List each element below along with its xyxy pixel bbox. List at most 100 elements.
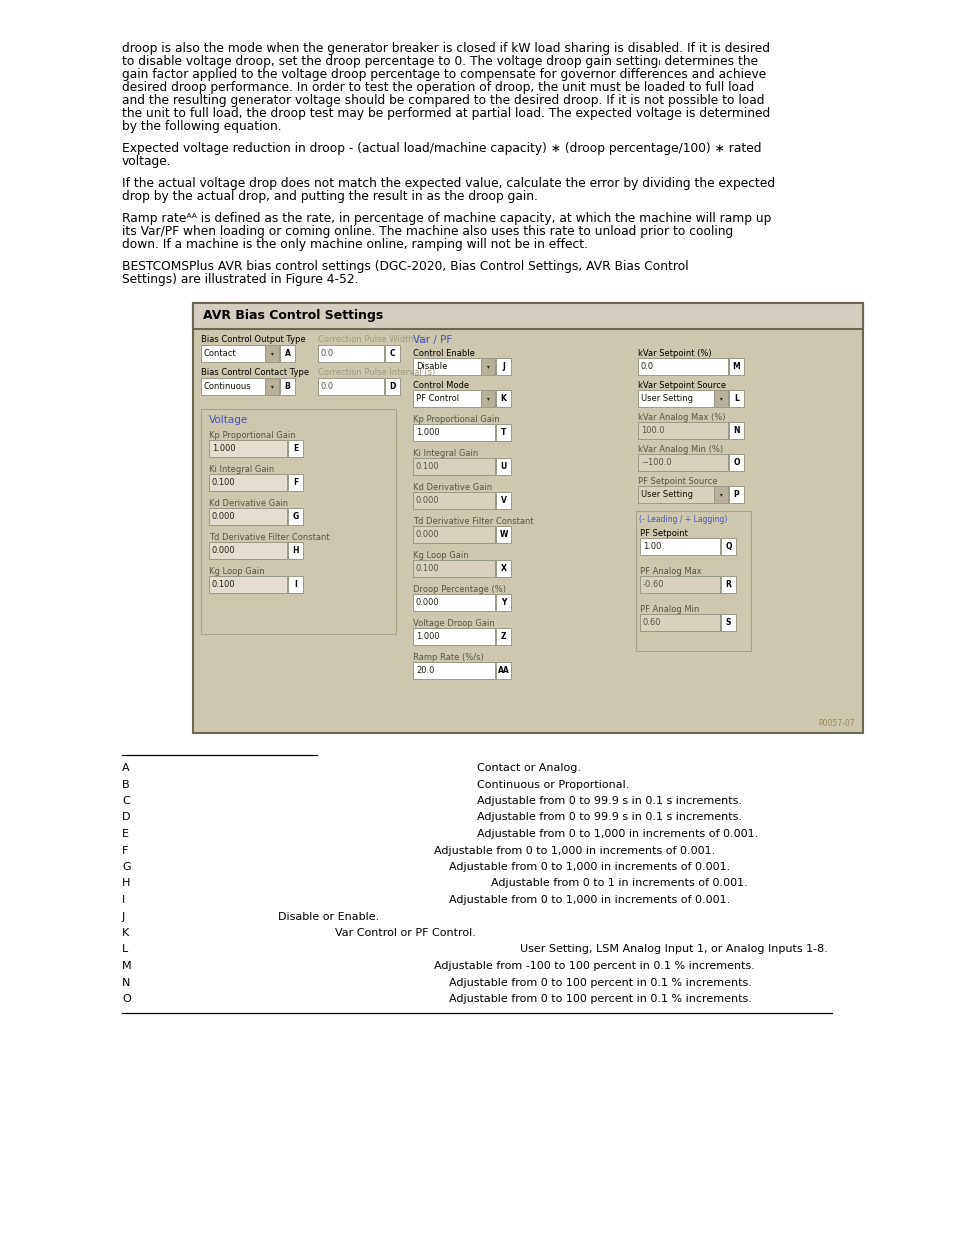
Bar: [639, 538, 720, 555]
Text: its Var/PF when loading or coming online. The machine also uses this rate to unl: its Var/PF when loading or coming online…: [122, 225, 733, 238]
Text: voltage.: voltage.: [122, 156, 172, 168]
Bar: [713, 487, 727, 503]
Text: 1.000: 1.000: [416, 429, 439, 437]
Text: U: U: [500, 462, 506, 471]
Text: L: L: [122, 945, 128, 955]
Text: 0.60: 0.60: [642, 618, 660, 627]
Bar: [385, 345, 399, 362]
Text: L: L: [733, 394, 739, 403]
Bar: [638, 454, 727, 471]
Text: J: J: [122, 911, 125, 921]
Bar: [496, 492, 511, 509]
Text: ▾: ▾: [486, 396, 489, 401]
Text: Ki Integral Gain: Ki Integral Gain: [413, 450, 477, 458]
Text: AVR Bias Control Settings: AVR Bias Control Settings: [203, 310, 383, 322]
Text: M: M: [122, 961, 132, 971]
Text: 0.000: 0.000: [416, 530, 439, 538]
Bar: [728, 390, 743, 408]
Text: Disable: Disable: [416, 362, 447, 370]
Bar: [496, 559, 511, 577]
Text: Correction Pulse Interval (s): Correction Pulse Interval (s): [317, 368, 435, 377]
Bar: [496, 458, 511, 475]
Text: User Setting: User Setting: [640, 490, 692, 499]
Text: ▾: ▾: [719, 492, 721, 496]
Text: Control Mode: Control Mode: [413, 382, 469, 390]
Text: Expected voltage reduction in droop - (actual load/machine capacity) ∗ (droop pe: Expected voltage reduction in droop - (a…: [122, 142, 760, 156]
Text: O: O: [122, 994, 131, 1004]
Text: kVar Analog Max (%): kVar Analog Max (%): [638, 412, 724, 422]
Text: 0.000: 0.000: [212, 513, 235, 521]
Bar: [288, 440, 303, 457]
Text: B: B: [284, 382, 290, 391]
Text: kVar Setpoint Source: kVar Setpoint Source: [638, 382, 725, 390]
Bar: [638, 422, 727, 438]
Text: R: R: [725, 580, 731, 589]
Bar: [288, 474, 303, 492]
Text: 0.000: 0.000: [212, 546, 235, 555]
Text: Droop Percentage (%): Droop Percentage (%): [413, 585, 505, 594]
Text: F: F: [122, 846, 129, 856]
Text: Continuous: Continuous: [204, 382, 252, 391]
Text: Td Derivative Filter Constant: Td Derivative Filter Constant: [209, 534, 330, 542]
Bar: [413, 559, 495, 577]
Bar: [480, 390, 495, 408]
Text: C: C: [389, 350, 395, 358]
Text: Kp Proportional Gain: Kp Proportional Gain: [413, 415, 499, 424]
Bar: [209, 542, 287, 559]
Text: 1.000: 1.000: [212, 445, 235, 453]
Bar: [720, 614, 735, 631]
Text: Td Derivative Filter Constant: Td Derivative Filter Constant: [413, 517, 533, 526]
Text: desired droop performance. In order to test the operation of droop, the unit mus: desired droop performance. In order to t…: [122, 82, 754, 94]
Bar: [496, 594, 511, 611]
Text: D: D: [122, 813, 131, 823]
Text: Adjustable from 0 to 1,000 in increments of 0.001.: Adjustable from 0 to 1,000 in increments…: [434, 846, 715, 856]
Text: 0.0: 0.0: [320, 382, 334, 391]
Bar: [496, 424, 511, 441]
Text: down. If a machine is the only machine online, ramping will not be in effect.: down. If a machine is the only machine o…: [122, 238, 587, 251]
Bar: [288, 542, 303, 559]
Bar: [209, 474, 287, 492]
Text: 1.00: 1.00: [642, 542, 660, 551]
Bar: [496, 662, 511, 679]
Text: X: X: [500, 564, 506, 573]
Text: H: H: [122, 878, 131, 888]
Text: 0.000: 0.000: [416, 496, 439, 505]
Text: PF Analog Min: PF Analog Min: [639, 605, 699, 614]
Bar: [288, 576, 303, 593]
Text: Bias Control Output Type: Bias Control Output Type: [201, 335, 305, 345]
Text: Kg Loop Gain: Kg Loop Gain: [413, 551, 468, 559]
Bar: [413, 424, 495, 441]
Text: Bias Control Contact Type: Bias Control Contact Type: [201, 368, 309, 377]
Text: G: G: [122, 862, 131, 872]
Bar: [193, 303, 862, 734]
Bar: [413, 358, 495, 375]
Text: Contact or Analog.: Contact or Analog.: [476, 763, 580, 773]
Bar: [413, 629, 495, 645]
Bar: [201, 345, 278, 362]
Text: Settings) are illustrated in Figure 4-52.: Settings) are illustrated in Figure 4-52…: [122, 273, 358, 287]
Text: (- Leading / + Lagging): (- Leading / + Lagging): [639, 515, 726, 524]
Text: T: T: [500, 429, 506, 437]
Text: User Setting: User Setting: [640, 394, 692, 403]
Bar: [209, 440, 287, 457]
Bar: [209, 508, 287, 525]
Text: Adjustable from 0 to 100 percent in 0.1 % increments.: Adjustable from 0 to 100 percent in 0.1 …: [448, 977, 751, 988]
Text: Kg Loop Gain: Kg Loop Gain: [209, 567, 264, 576]
Bar: [265, 378, 278, 395]
Text: kVar Analog Min (%): kVar Analog Min (%): [638, 445, 722, 454]
Text: Adjustable from 0 to 100 percent in 0.1 % increments.: Adjustable from 0 to 100 percent in 0.1 …: [448, 994, 751, 1004]
Text: If the actual voltage drop does not match the expected value, calculate the erro: If the actual voltage drop does not matc…: [122, 177, 774, 190]
Text: Correction Pulse Width (s): Correction Pulse Width (s): [317, 335, 427, 345]
Text: to disable voltage droop, set the droop percentage to 0. The voltage droop gain : to disable voltage droop, set the droop …: [122, 56, 758, 68]
Bar: [385, 378, 399, 395]
Text: Adjustable from 0 to 99.9 s in 0.1 s increments.: Adjustable from 0 to 99.9 s in 0.1 s inc…: [476, 813, 741, 823]
Bar: [413, 492, 495, 509]
Text: 0.000: 0.000: [416, 598, 439, 606]
Text: K: K: [122, 927, 129, 939]
Text: A: A: [284, 350, 290, 358]
Text: Ki Integral Gain: Ki Integral Gain: [209, 466, 274, 474]
Text: and the resulting generator voltage should be compared to the desired droop. If : and the resulting generator voltage shou…: [122, 94, 763, 107]
Text: Contact: Contact: [204, 350, 236, 358]
Text: Adjustable from 0 to 1,000 in increments of 0.001.: Adjustable from 0 to 1,000 in increments…: [476, 829, 758, 839]
Bar: [639, 576, 720, 593]
